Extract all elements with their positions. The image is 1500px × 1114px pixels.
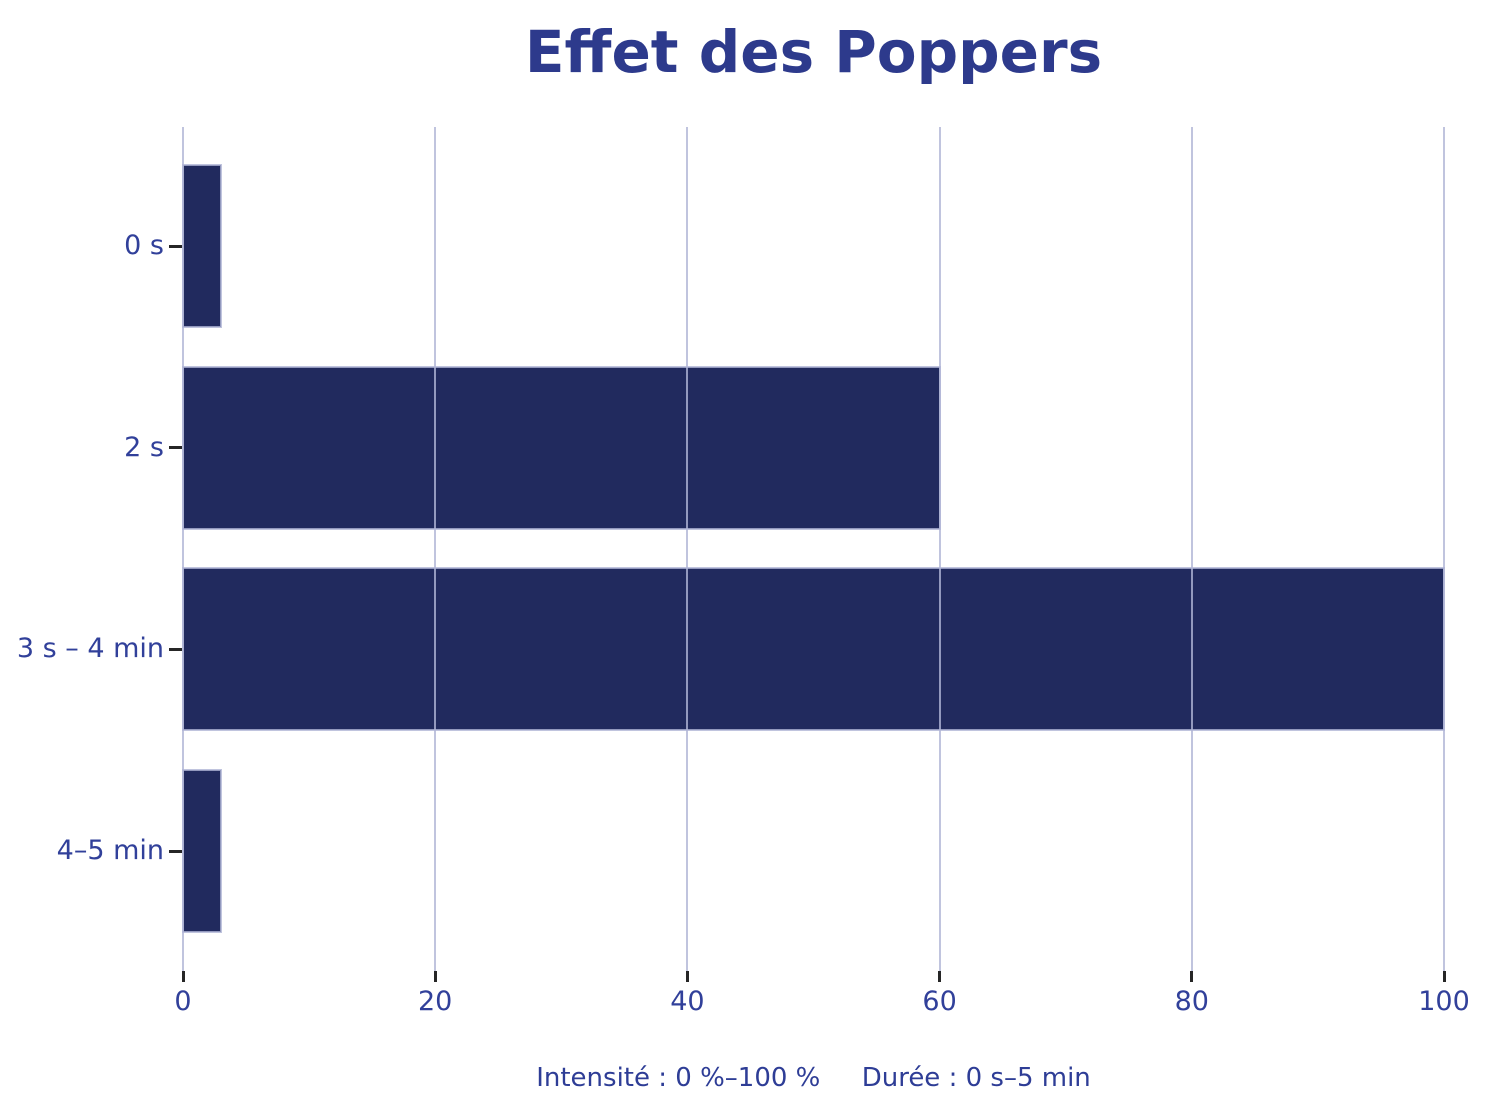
x-tick-mark [433, 971, 437, 982]
bar [182, 164, 222, 328]
x-tick-label: 100 [1418, 986, 1470, 1017]
bar [182, 769, 222, 934]
bar [182, 365, 941, 530]
x-tick-mark [181, 971, 185, 982]
x-tick-label: 60 [922, 986, 957, 1017]
x-tick-label: 0 [174, 986, 192, 1017]
y-tick-label: 2 s [124, 431, 164, 463]
y-tick-mark [169, 446, 182, 450]
plot-area [182, 127, 1445, 975]
gridline [1443, 127, 1445, 975]
x-tick-label: 80 [1174, 986, 1209, 1017]
y-tick-mark [169, 244, 182, 248]
y-tick-label: 3 s – 4 min [16, 633, 164, 665]
x-axis-caption: Intensité : 0 %–100 % Durée : 0 s–5 min [536, 1063, 1091, 1093]
gridline [938, 127, 941, 975]
y-tick-label: 4–5 min [56, 835, 164, 867]
y-tick-mark [169, 849, 182, 853]
x-tick-mark [685, 971, 689, 982]
gridline [182, 127, 184, 975]
gridline [686, 127, 689, 975]
gridline [434, 127, 437, 975]
bar [182, 567, 1445, 732]
x-tick-label: 40 [670, 986, 705, 1017]
chart-title: Effet des Poppers [524, 18, 1103, 86]
y-tick-mark [169, 647, 182, 651]
x-tick-mark [1442, 971, 1446, 982]
gridline [1190, 127, 1193, 975]
x-tick-mark [1190, 971, 1194, 982]
y-tick-label: 0 s [124, 230, 164, 261]
x-tick-mark [938, 971, 942, 982]
x-tick-label: 20 [418, 986, 453, 1017]
